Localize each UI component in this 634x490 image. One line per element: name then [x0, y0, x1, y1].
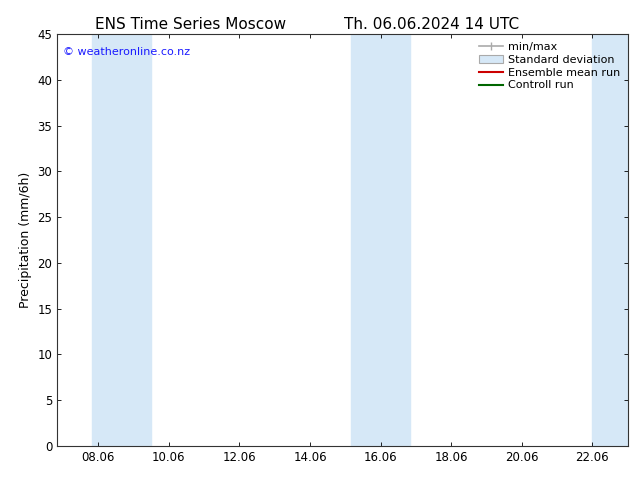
Text: Th. 06.06.2024 14 UTC: Th. 06.06.2024 14 UTC — [344, 17, 519, 32]
Bar — [592, 34, 628, 446]
Bar — [93, 34, 152, 446]
Text: ENS Time Series Moscow: ENS Time Series Moscow — [94, 17, 286, 32]
Y-axis label: Precipitation (mm/6h): Precipitation (mm/6h) — [19, 172, 32, 308]
Bar — [351, 34, 410, 446]
Text: © weatheronline.co.nz: © weatheronline.co.nz — [63, 47, 190, 57]
Legend: min/max, Standard deviation, Ensemble mean run, Controll run: min/max, Standard deviation, Ensemble me… — [477, 40, 622, 93]
